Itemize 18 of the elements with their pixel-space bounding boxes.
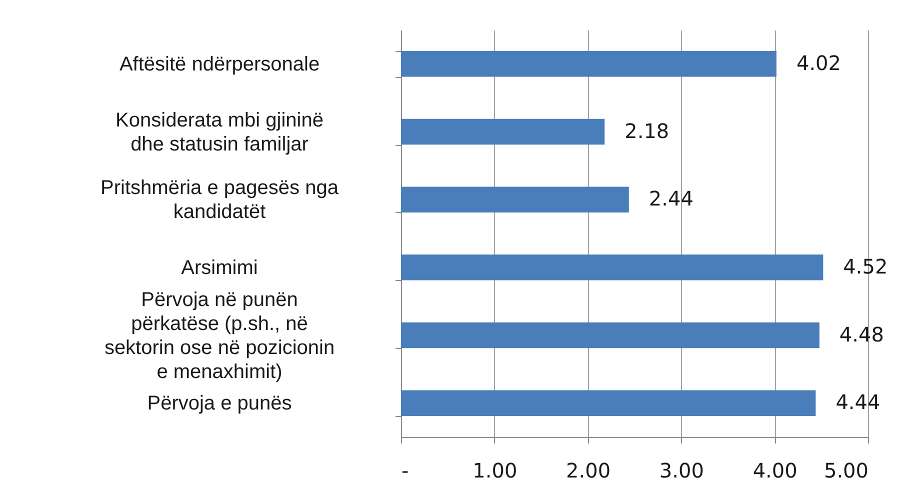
x-tick-label: 1.00 (472, 458, 518, 482)
data-label: 4.48 (839, 322, 884, 346)
y-tick-label: Arsimimi (181, 256, 258, 279)
data-label: 4.44 (836, 390, 880, 414)
data-label: 4.52 (843, 254, 888, 278)
data-label: 2.18 (624, 118, 670, 143)
data-label: 4.02 (796, 50, 841, 75)
x-tick-label: 3.00 (659, 458, 704, 482)
x-tick-label: 2.00 (566, 458, 611, 482)
x-tick-label: 4.00 (752, 458, 798, 482)
y-tick-label: Pritshmëria e pagesës nga kandidatët (100, 177, 340, 224)
y-tick-label: Konsiderata mbi gjininë dhe statusin familjar (116, 109, 324, 156)
y-tick-label: Aftësitë ndërpersonale (119, 53, 320, 76)
y-tick-label: Përvoja e punës (147, 392, 292, 415)
y-tick-label: Përvoja në punën përkatëse (p.sh., në sektorin ose në pozicionin e menaxhimit) (104, 288, 335, 383)
x-tick-label: - (402, 458, 409, 482)
x-tick-label: 5.00 (824, 458, 868, 482)
data-label: 2.44 (648, 186, 694, 211)
